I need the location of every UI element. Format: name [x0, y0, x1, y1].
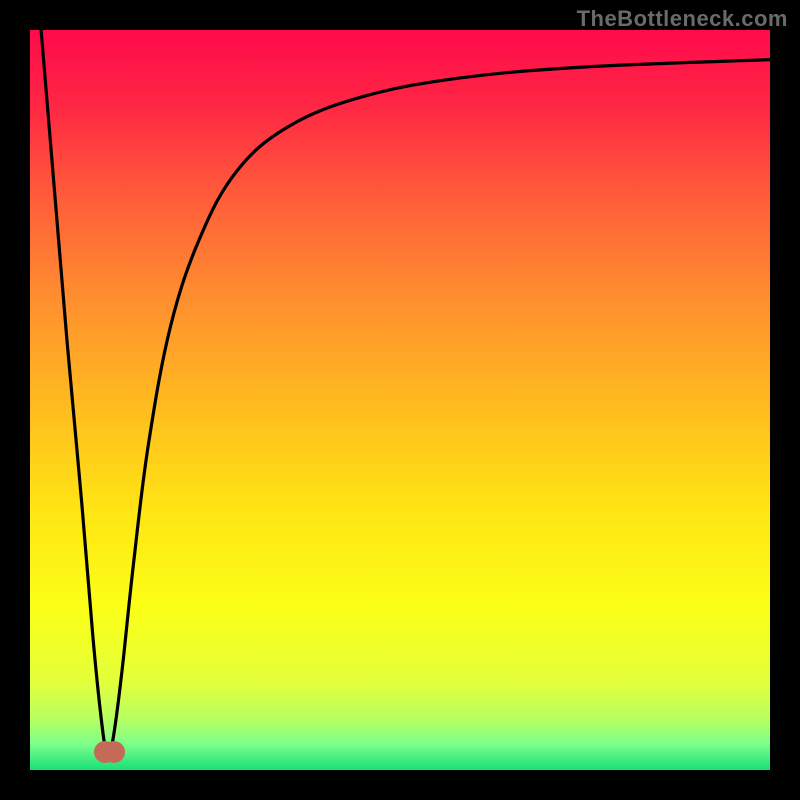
- bottleneck-curve: [41, 30, 770, 759]
- watermark-text: TheBottleneck.com: [577, 6, 788, 32]
- curve-layer: [30, 30, 770, 770]
- minimum-marker-2: [103, 741, 125, 763]
- plot-area: [30, 30, 770, 770]
- chart-container: TheBottleneck.com: [0, 0, 800, 800]
